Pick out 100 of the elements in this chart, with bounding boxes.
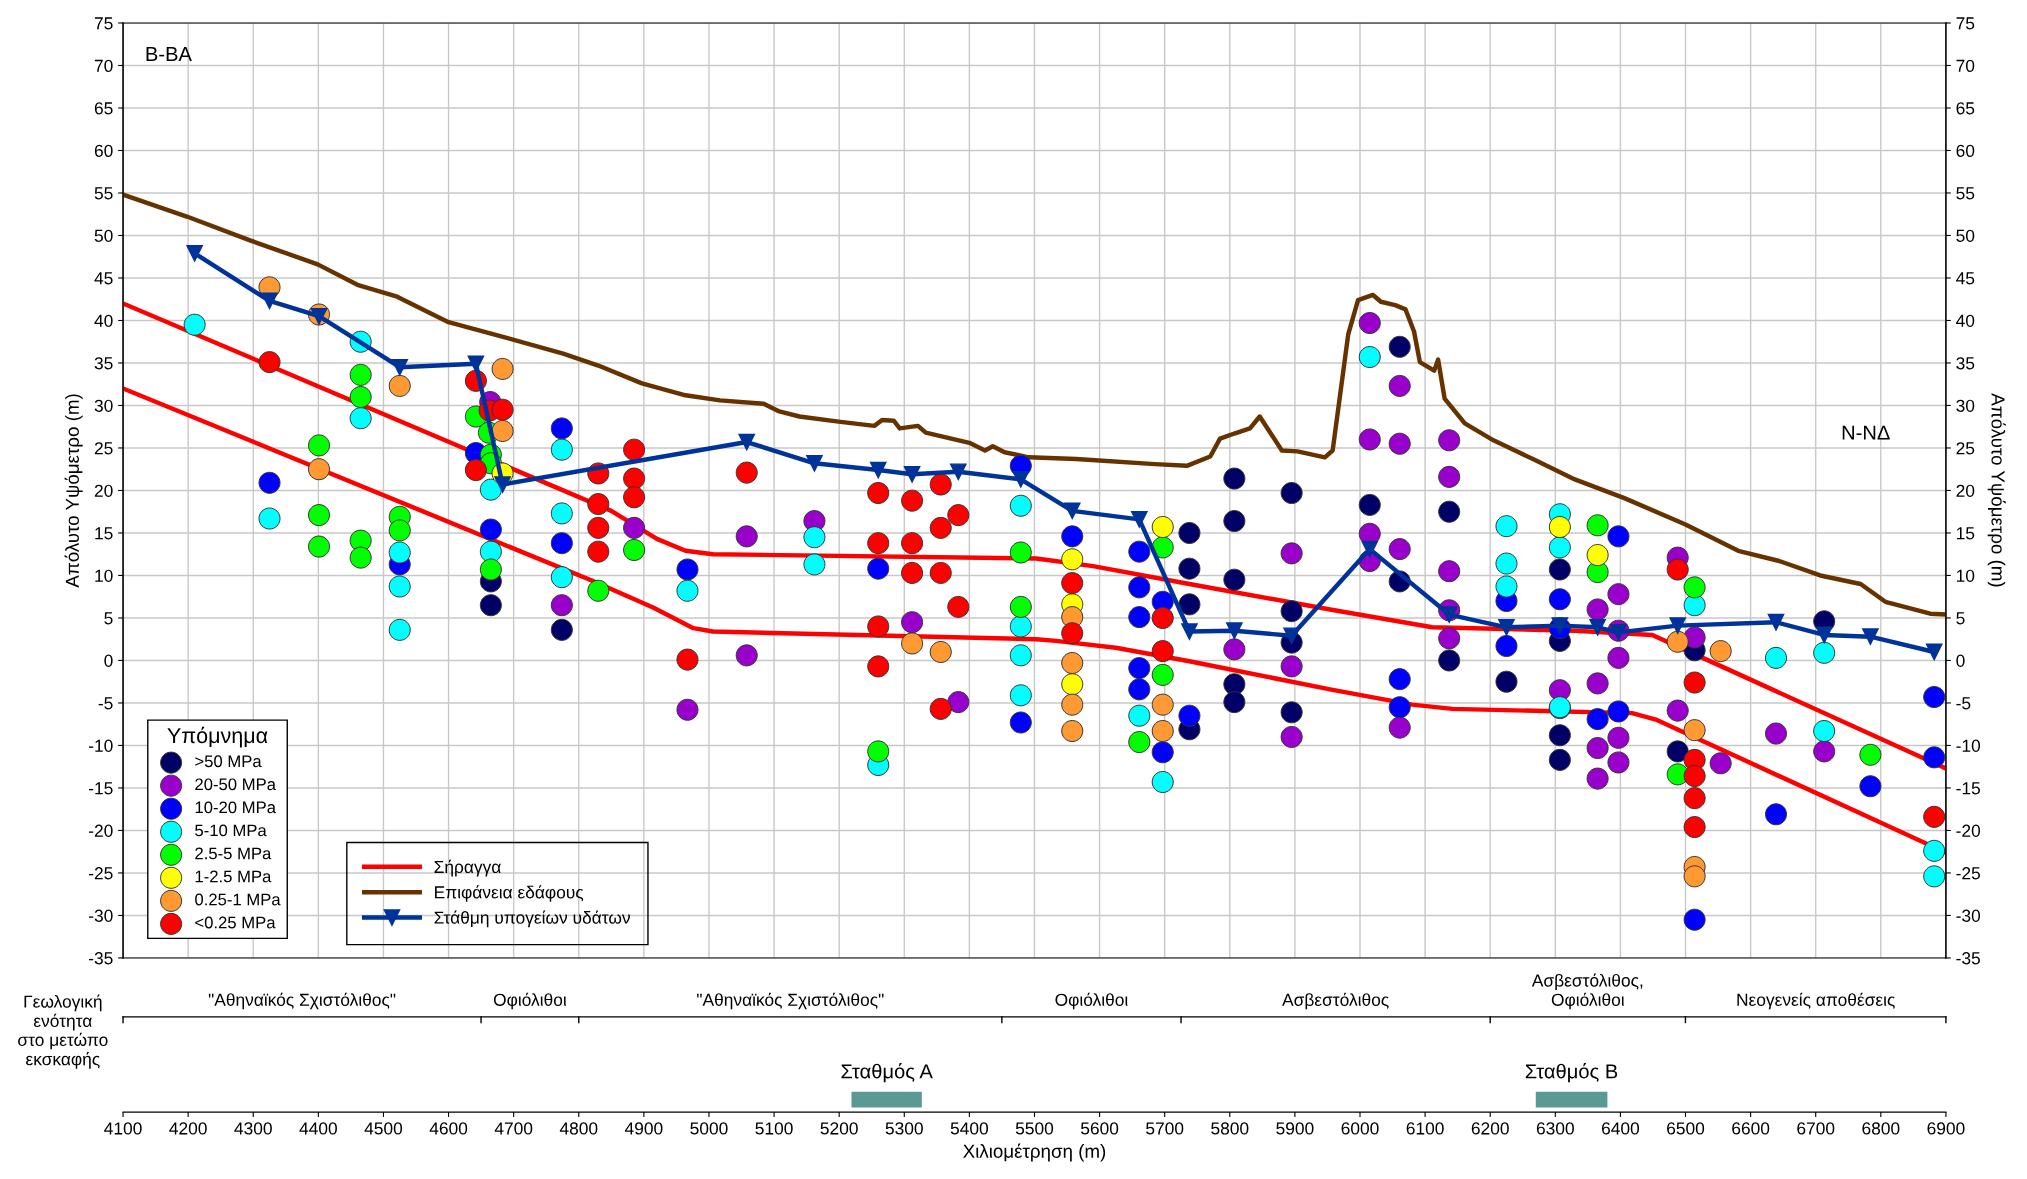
y2-tick-label: 10: [1956, 569, 1975, 582]
y2-tick-label: 70: [1956, 59, 1975, 72]
point: [1862, 628, 1879, 645]
legend-label: 1-2.5 MPa: [195, 870, 272, 883]
x-tick-label: 5600: [1080, 1122, 1119, 1135]
y2-tick-label: -10: [1956, 739, 1981, 752]
x-tick-label: 6200: [1471, 1122, 1509, 1135]
y-tick-label: 30: [94, 399, 113, 412]
line-series: [123, 192, 1946, 617]
y-tick-label: 10: [95, 569, 113, 582]
y-tick-label: 5: [104, 612, 113, 625]
y-tick-label: 35: [94, 357, 113, 370]
x-tick-label: 5500: [1015, 1122, 1054, 1135]
point: [349, 407, 372, 430]
x-tick-label: 4700: [494, 1122, 533, 1135]
y2-tick-label: 5: [1956, 612, 1965, 625]
y-tick-label: -25: [89, 867, 113, 880]
text: "Αθηναϊκός Σχιστόλιθος": [697, 992, 884, 1010]
point: [261, 292, 278, 310]
text: Οφιόλιθοι: [1055, 992, 1128, 1010]
point: [467, 355, 485, 373]
point: [1181, 623, 1198, 640]
legend-title: Υπόμνημα: [167, 726, 268, 748]
y2-tick-label: 55: [1956, 187, 1975, 200]
point: [1498, 618, 1515, 636]
y2-tick-label: 40: [1956, 314, 1975, 327]
point: [1925, 643, 1943, 661]
y-tick-label: -10: [89, 739, 113, 752]
y-tick-label: 25: [94, 442, 113, 455]
y2-tick-label: -35: [1956, 952, 1981, 965]
line-series: [123, 301, 1946, 771]
point: [806, 454, 823, 472]
legend-label: 10-20 MPa: [195, 801, 276, 814]
point: [1388, 538, 1411, 561]
legend-label: 2.5-5 MPa: [195, 847, 272, 860]
x-tick-label: 5100: [755, 1122, 793, 1135]
point: [1495, 575, 1518, 598]
y2-axis-title: Απόλυτο Υψόμετρο (m): [1987, 393, 2006, 587]
x-tick-label: 6500: [1667, 1122, 1705, 1135]
point: [1669, 617, 1687, 634]
y2-tick-label: -30: [1956, 909, 1981, 922]
x-tick-label: 6300: [1536, 1122, 1574, 1135]
y2-tick-label: 60: [1956, 144, 1975, 157]
point: [1063, 502, 1081, 520]
x-tick-label: 6000: [1341, 1122, 1379, 1135]
y-tick-label: 55: [94, 187, 113, 200]
x-tick-label: 6100: [1406, 1122, 1444, 1135]
y2-tick-label: -20: [1956, 824, 1981, 837]
legend-label: Σήραγγα: [434, 859, 501, 877]
point: [494, 476, 511, 493]
x-tick-label: 4300: [234, 1122, 272, 1135]
y2-tick-label: 15: [1956, 527, 1975, 540]
y-tick-label: 15: [95, 527, 113, 540]
point: [949, 463, 967, 481]
y2-tick-label: 35: [1956, 357, 1975, 370]
text: Σταθμός Α: [841, 1063, 933, 1083]
y-tick-label: -30: [89, 909, 113, 922]
x-tick-label: 6900: [1927, 1122, 1965, 1135]
text: Ασβεστόλιθος: [1282, 992, 1389, 1010]
x-tick-label: 5900: [1276, 1122, 1314, 1135]
x-tick-label: 5300: [885, 1122, 923, 1135]
point: [1361, 540, 1379, 558]
y-axis-title: Απόλυτο Υψόμετρο (m): [64, 394, 83, 588]
x-tick-label: 5700: [1146, 1122, 1184, 1135]
y2-tick-label: 45: [1956, 272, 1975, 285]
text: Σταθμός Β: [1525, 1063, 1618, 1083]
y2-tick-label: 75: [1956, 17, 1975, 30]
y-tick-label: -35: [89, 952, 113, 965]
legend-label: Επιφάνεια εδάφους: [435, 885, 584, 902]
y-tick-label: -5: [98, 697, 113, 710]
point: [903, 465, 921, 483]
y2-tick-label: 30: [1956, 399, 1975, 412]
x-tick-label: 6700: [1797, 1122, 1835, 1135]
y-tick-label: 40: [94, 314, 113, 327]
legend-label: 0.25-1 MPa: [195, 893, 281, 906]
point: [186, 244, 203, 262]
y-tick-label: -20: [89, 824, 113, 837]
y-tick-label: -15: [89, 782, 113, 795]
y2-tick-label: -15: [1956, 782, 1981, 795]
y2-tick-label: 65: [1956, 102, 1975, 115]
legend-label: 20-50 MPa: [195, 778, 276, 791]
y-tick-label: 65: [94, 102, 113, 115]
x-tick-label: 6600: [1732, 1122, 1770, 1135]
legend-label: <0.25 MPa: [195, 916, 276, 929]
point: [1226, 622, 1243, 640]
x-tick-label: 5200: [820, 1122, 858, 1135]
annotation: Ν-ΝΔ: [1842, 425, 1890, 440]
x-tick-label: 6400: [1601, 1122, 1640, 1135]
text: "Αθηναϊκός Σχιστόλιθος": [208, 992, 396, 1010]
y-tick-label: 75: [94, 17, 113, 30]
point: [391, 358, 409, 376]
legend-label: >50 MPa: [195, 755, 262, 768]
point: [1589, 618, 1606, 636]
y-tick-label: 60: [94, 144, 113, 157]
legend-label: 5-10 MPa: [195, 824, 267, 837]
y2-tick-label: -5: [1956, 697, 1971, 710]
text: Ασβεστόλιθος, Οφιόλιθοι: [1531, 973, 1643, 1010]
text: Οφιόλιθοι: [493, 992, 567, 1010]
point: [803, 553, 826, 576]
y-tick-label: 70: [94, 59, 113, 72]
